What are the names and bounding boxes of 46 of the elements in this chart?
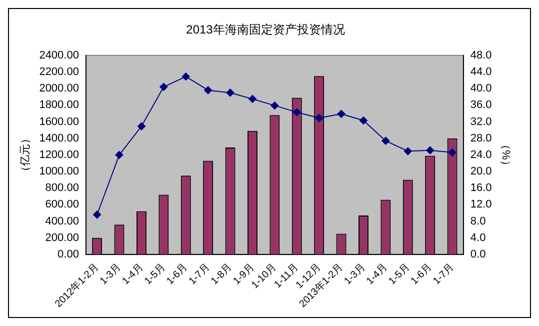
y-axis-title: （亿元） [20, 132, 32, 177]
y-tick-label: 600.00 [45, 198, 79, 211]
y-tick-label: 1800.00 [39, 99, 79, 112]
chart-title: 2013年海南固定资产投资情况 [186, 22, 345, 37]
y2-tick-label: 16.0 [470, 182, 492, 194]
point [426, 146, 434, 154]
point [359, 116, 368, 124]
y2-tick-label: 0.0 [470, 248, 486, 260]
point [182, 72, 190, 81]
point [226, 88, 234, 97]
y2-tick-label: 4.0 [470, 232, 486, 244]
y2-tick-label: 24.0 [470, 148, 492, 161]
point [160, 82, 168, 91]
y2-tick-label: 8.0 [470, 215, 486, 228]
y-tick-label: 2200.00 [39, 66, 79, 78]
y2-axis-title: （%） [499, 139, 512, 171]
point [204, 86, 212, 94]
y-tick-label: 400.00 [45, 215, 79, 228]
y-tick-label: 2000.00 [39, 82, 79, 95]
y-tick-label: 1000.00 [39, 166, 79, 178]
point [337, 110, 346, 118]
point [270, 102, 279, 110]
point [315, 114, 324, 122]
y2-tick-label: 40.0 [470, 82, 492, 95]
y2-tick-label: 44.0 [470, 66, 492, 78]
y-tick-label: 0.00 [58, 248, 79, 260]
y2-tick-label: 36.0 [470, 99, 492, 112]
point [292, 108, 301, 116]
y-tick-label: 1200.00 [39, 148, 79, 161]
point [137, 122, 146, 130]
point [382, 136, 390, 145]
y-tick-label: 200.00 [45, 232, 79, 244]
y-tick-label: 2400.00 [39, 49, 79, 62]
y-tick-label: 800.00 [45, 182, 79, 194]
y2-tick-label: 20.0 [470, 166, 492, 178]
y-tick-label: 1400.00 [39, 132, 79, 144]
point [404, 147, 412, 156]
y2-tick-label: 28.0 [470, 132, 492, 144]
point [115, 150, 124, 159]
y2-tick-label: 12.0 [470, 198, 492, 211]
y-tick-label: 1600.00 [39, 116, 79, 128]
point [248, 94, 256, 103]
point [448, 148, 456, 156]
y2-tick-label: 32.0 [470, 116, 492, 128]
point [93, 210, 102, 219]
y2-tick-label: 48.0 [470, 49, 492, 62]
